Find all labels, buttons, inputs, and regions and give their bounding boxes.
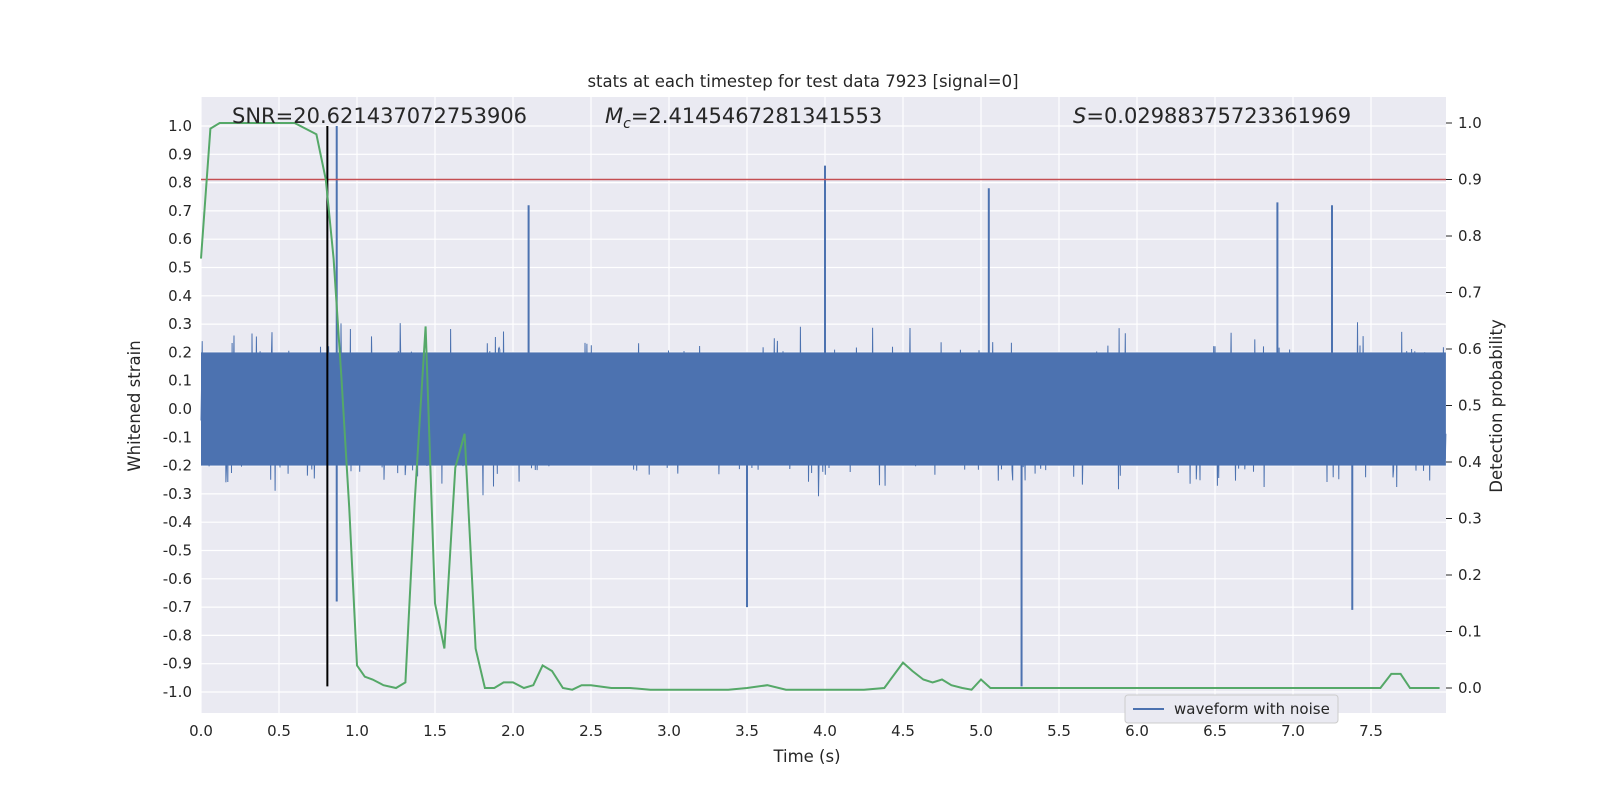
- overlay-layer: [200, 122, 1446, 691]
- x-tick-label: 7.5: [1359, 722, 1383, 740]
- y2-tick-label: 0.1: [1458, 623, 1482, 641]
- y-tick-label: 1.0: [168, 117, 192, 135]
- legend-box: [1124, 694, 1339, 724]
- y-tick-label: -0.9: [163, 655, 192, 673]
- y-tick-label: 0.2: [168, 343, 192, 361]
- y2-tick-label: 0.3: [1458, 510, 1482, 528]
- y-tick-label: -0.2: [163, 457, 192, 475]
- y-tick-label: 0.0: [168, 400, 192, 418]
- y2-tick-label: 0.6: [1458, 340, 1482, 358]
- y-tick-label: 0.1: [168, 372, 192, 390]
- s-annotation: S=0.02988375723361969: [1073, 104, 1351, 128]
- x-tick-label: 4.5: [891, 722, 915, 740]
- x-tick-label: 3.5: [735, 722, 759, 740]
- y2-axis-label: Detection probability: [1487, 319, 1506, 493]
- x-tick-label: 2.0: [501, 722, 525, 740]
- legend-label: waveform with noise: [1174, 700, 1330, 718]
- y2-tick-label: 0.0: [1458, 679, 1482, 697]
- legend: waveform with noise: [1124, 694, 1339, 724]
- x-tick-label: 3.0: [657, 722, 681, 740]
- mc-value: =2.4145467281341553: [631, 104, 882, 128]
- y2-tick-label: 1.0: [1458, 114, 1482, 132]
- y-tick-label: -0.5: [163, 542, 192, 560]
- x-tick-label: 6.0: [1125, 722, 1149, 740]
- s-value: =0.02988375723361969: [1086, 104, 1351, 128]
- x-tick-label: 2.5: [579, 722, 603, 740]
- x-tick-label: 6.5: [1203, 722, 1227, 740]
- y-tick-label: 0.9: [168, 145, 192, 163]
- x-tick-label: 1.0: [345, 722, 369, 740]
- chart-title: stats at each timestep for test data 792…: [587, 72, 1018, 91]
- x-tick-label: 4.0: [813, 722, 837, 740]
- y-axis-label: Whitened strain: [125, 340, 144, 471]
- axis-ticks: 0.0 0.5 1.0 1.5 2.0 2.5 3.0 3.5 4.0 4.5 5.0 5.5 6.0 6…: [163, 114, 1482, 740]
- chirp-mass-annotation: Mc=2.4145467281341553: [605, 104, 882, 132]
- x-tick-label: 0.5: [267, 722, 291, 740]
- y-tick-label: -1.0: [163, 683, 192, 701]
- waveform-series: [200, 126, 1447, 687]
- y2-tick-label: 0.2: [1458, 566, 1482, 584]
- waveform-core: [201, 352, 1446, 466]
- y2-tick-label: 0.5: [1458, 397, 1482, 415]
- s-symbol: S: [1073, 104, 1086, 128]
- y-tick-label: -0.6: [163, 570, 192, 588]
- y-tick-label: -0.3: [163, 485, 192, 503]
- y2-tick-label: 0.7: [1458, 284, 1482, 302]
- y2-tick-label: 0.4: [1458, 453, 1482, 471]
- snr-annotation: SNR=20.621437072753906: [232, 104, 527, 128]
- y-tick-label: -0.8: [163, 626, 192, 644]
- y-tick-label: 0.7: [168, 202, 192, 220]
- x-tick-label: 5.0: [969, 722, 993, 740]
- mc-symbol: M: [605, 104, 623, 128]
- x-tick-label: 5.5: [1047, 722, 1071, 740]
- y-tick-label: -0.1: [163, 428, 192, 446]
- y2-tick-label: 0.9: [1458, 171, 1482, 189]
- x-tick-label: 0.0: [189, 722, 213, 740]
- y-tick-label: 0.5: [168, 259, 192, 277]
- probability-line: [200, 122, 1440, 691]
- y-tick-label: 0.8: [168, 174, 192, 192]
- x-axis-label: Time (s): [772, 747, 840, 766]
- mc-subscript: c: [623, 116, 631, 132]
- y-tick-label: -0.7: [163, 598, 192, 616]
- y-tick-label: -0.4: [163, 513, 192, 531]
- y-tick-label: 0.3: [168, 315, 192, 333]
- x-tick-label: 1.5: [423, 722, 447, 740]
- x-tick-label: 7.0: [1281, 722, 1305, 740]
- y2-tick-label: 0.8: [1458, 227, 1482, 245]
- y-tick-label: 0.4: [168, 287, 192, 305]
- y-tick-label: 0.6: [168, 230, 192, 248]
